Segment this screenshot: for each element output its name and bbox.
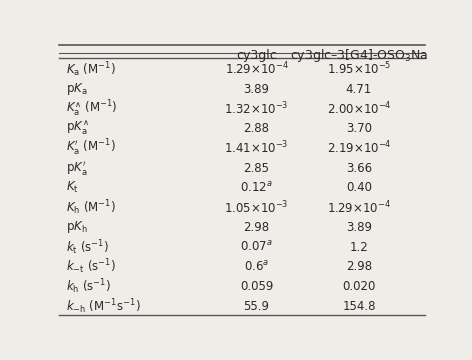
Text: $1.29{\times}10^{-4}$: $1.29{\times}10^{-4}$ xyxy=(327,199,391,216)
Text: $k_{\mathrm{t}}$ (s$^{-1}$): $k_{\mathrm{t}}$ (s$^{-1}$) xyxy=(66,238,110,257)
Text: $2.19{\times}10^{-4}$: $2.19{\times}10^{-4}$ xyxy=(327,140,391,157)
Text: $k_{\mathrm{-h}}$ (M$^{-1}$s$^{-1}$): $k_{\mathrm{-h}}$ (M$^{-1}$s$^{-1}$) xyxy=(66,297,141,316)
Text: p$K^{\wedge}_{\mathrm{a}}$: p$K^{\wedge}_{\mathrm{a}}$ xyxy=(66,120,89,137)
Text: $1.95{\times}10^{-5}$: $1.95{\times}10^{-5}$ xyxy=(327,61,391,78)
Text: 154.8: 154.8 xyxy=(342,300,376,313)
Text: 4.71: 4.71 xyxy=(346,82,372,96)
Text: 0.6$^{a}$: 0.6$^{a}$ xyxy=(244,260,269,274)
Text: 0.12$^{a}$: 0.12$^{a}$ xyxy=(240,181,273,195)
Text: $k_{\mathrm{-t}}$ (s$^{-1}$): $k_{\mathrm{-t}}$ (s$^{-1}$) xyxy=(66,258,116,276)
Text: $k_{\mathrm{h}}$ (s$^{-1}$): $k_{\mathrm{h}}$ (s$^{-1}$) xyxy=(66,278,111,296)
Text: 0.07$^{a}$: 0.07$^{a}$ xyxy=(240,240,273,254)
Text: $1.29{\times}10^{-4}$: $1.29{\times}10^{-4}$ xyxy=(225,61,288,78)
Text: cy3glc: cy3glc xyxy=(236,49,277,62)
Text: 1.2: 1.2 xyxy=(350,241,368,254)
Text: $K_{\mathrm{t}}$: $K_{\mathrm{t}}$ xyxy=(66,180,79,195)
Text: $K_{\mathrm{h}}$ (M$^{-1}$): $K_{\mathrm{h}}$ (M$^{-1}$) xyxy=(66,198,116,217)
Text: p$K_{\mathrm{a}}$: p$K_{\mathrm{a}}$ xyxy=(66,81,88,97)
Text: 2.98: 2.98 xyxy=(346,261,372,274)
Text: 3.66: 3.66 xyxy=(346,162,372,175)
Text: 2.85: 2.85 xyxy=(244,162,270,175)
Text: 0.020: 0.020 xyxy=(342,280,376,293)
Text: 0.40: 0.40 xyxy=(346,181,372,194)
Text: 55.9: 55.9 xyxy=(244,300,270,313)
Text: $K^{\prime}_{\mathrm{a}}$ (M$^{-1}$): $K^{\prime}_{\mathrm{a}}$ (M$^{-1}$) xyxy=(66,138,116,158)
Text: cy3glc–3[G4]-OSO$_3$Na: cy3glc–3[G4]-OSO$_3$Na xyxy=(290,47,428,64)
Text: p$K^{\prime}_{\mathrm{a}}$: p$K^{\prime}_{\mathrm{a}}$ xyxy=(66,159,88,177)
Text: p$K_{\mathrm{h}}$: p$K_{\mathrm{h}}$ xyxy=(66,220,88,235)
Text: 3.89: 3.89 xyxy=(244,82,270,96)
Text: $1.41{\times}10^{-3}$: $1.41{\times}10^{-3}$ xyxy=(224,140,289,157)
Text: $1.05{\times}10^{-3}$: $1.05{\times}10^{-3}$ xyxy=(224,199,289,216)
Text: 0.059: 0.059 xyxy=(240,280,273,293)
Text: 3.70: 3.70 xyxy=(346,122,372,135)
Text: 2.88: 2.88 xyxy=(244,122,270,135)
Text: $K_{\mathrm{a}}$ (M$^{-1}$): $K_{\mathrm{a}}$ (M$^{-1}$) xyxy=(66,60,116,79)
Text: $2.00{\times}10^{-4}$: $2.00{\times}10^{-4}$ xyxy=(327,100,391,117)
Text: $K^{\wedge}_{\mathrm{a}}$ (M$^{-1}$): $K^{\wedge}_{\mathrm{a}}$ (M$^{-1}$) xyxy=(66,99,118,119)
Text: 3.89: 3.89 xyxy=(346,221,372,234)
Text: $1.32{\times}10^{-3}$: $1.32{\times}10^{-3}$ xyxy=(224,100,289,117)
Text: 2.98: 2.98 xyxy=(244,221,270,234)
